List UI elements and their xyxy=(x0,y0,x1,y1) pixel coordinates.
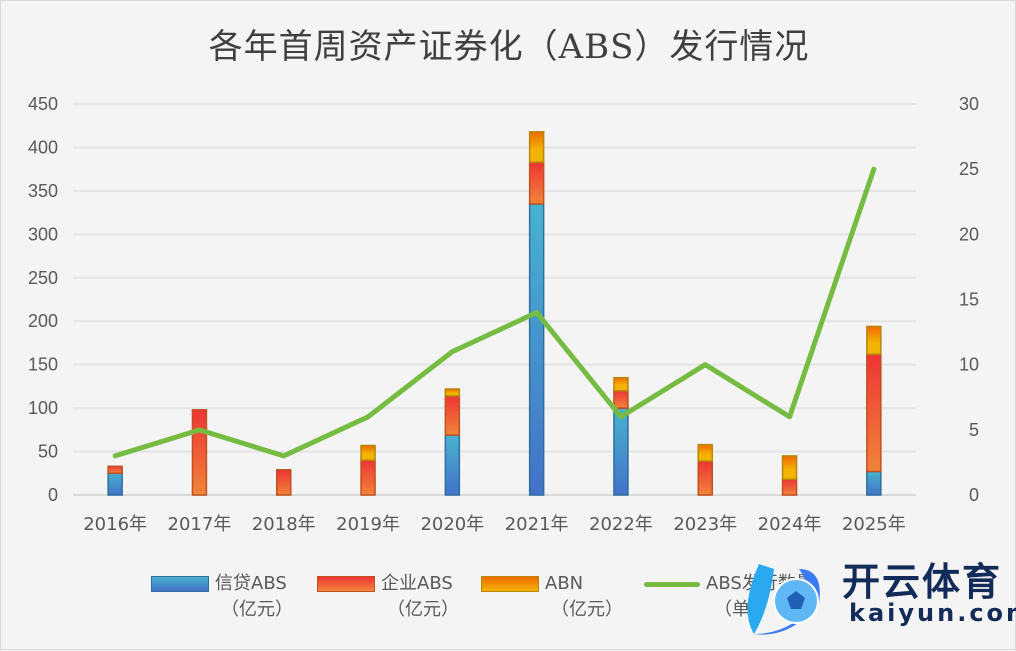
y-tick-label: 100 xyxy=(28,398,58,418)
y-tick-label: 350 xyxy=(28,181,58,201)
legend-swatch xyxy=(317,576,375,592)
x-tick-label: 2017年 xyxy=(168,514,232,535)
line-abs-count xyxy=(115,169,874,456)
x-tick-label: 2020年 xyxy=(420,514,484,535)
bar-企业ABS xyxy=(698,461,712,495)
kaiyun-watermark-logo: 开云体育 kaiyun.com xyxy=(729,549,1009,639)
x-tick-label: 2018年 xyxy=(252,514,316,535)
y-tick-label: 150 xyxy=(28,355,58,375)
bar-ABN xyxy=(614,378,628,391)
bar-ABN xyxy=(445,389,459,396)
bar-企业ABS xyxy=(108,466,122,473)
y-tick-label: 400 xyxy=(28,137,58,157)
y-tick-label: 450 xyxy=(28,94,58,114)
y-tick-label: 0 xyxy=(48,485,58,505)
legend-unit: （亿元） xyxy=(387,599,459,620)
y-tick-label: 300 xyxy=(28,224,58,244)
bar-ABN xyxy=(361,445,375,460)
bar-ABN xyxy=(530,132,544,162)
y2-tick-label: 5 xyxy=(969,420,979,440)
legend-swatch xyxy=(644,582,700,587)
bar-企业ABS xyxy=(783,479,797,495)
legend-unit: （亿元） xyxy=(551,599,623,620)
x-tick-label: 2022年 xyxy=(589,514,653,535)
bar-信贷ABS xyxy=(530,204,544,495)
y2-tick-label: 30 xyxy=(959,94,979,114)
legend-item-credit-abs: 信贷ABS （亿元） xyxy=(151,571,293,623)
kaiyun-k-ball-icon xyxy=(729,549,841,639)
bar-ABN xyxy=(867,326,881,354)
y2-tick-label: 20 xyxy=(959,224,979,244)
y2-tick-label: 0 xyxy=(969,485,979,505)
bar-ABN xyxy=(783,456,797,479)
y2-tick-label: 10 xyxy=(959,355,979,375)
bar-企业ABS xyxy=(192,410,206,495)
bar-企业ABS xyxy=(867,354,881,471)
legend-unit: （亿元） xyxy=(221,599,293,620)
watermark-cn-text: 开云体育 xyxy=(842,551,1002,606)
legend-swatch xyxy=(481,576,539,592)
x-tick-label: 2016年 xyxy=(83,514,147,535)
x-tick-label: 2024年 xyxy=(758,514,822,535)
y-tick-label: 200 xyxy=(28,311,58,331)
y2-tick-label: 15 xyxy=(959,290,979,310)
bar-信贷ABS xyxy=(867,472,881,495)
x-tick-label: 2023年 xyxy=(673,514,737,535)
x-tick-label: 2025年 xyxy=(842,514,906,535)
bar-信贷ABS xyxy=(108,473,122,495)
legend-label: 企业ABS xyxy=(381,573,453,594)
bar-企业ABS xyxy=(277,470,291,495)
legend-item-corp-abs: 企业ABS （亿元） xyxy=(317,571,459,623)
legend-swatch xyxy=(151,576,209,592)
bar-信贷ABS xyxy=(614,408,628,495)
watermark-en-text: kaiyun.com xyxy=(849,599,1016,627)
legend-item-abn: ABN （亿元） xyxy=(481,571,623,623)
x-tick-label: 2019年 xyxy=(336,514,400,535)
legend-label: ABN xyxy=(545,573,583,594)
y2-tick-label: 25 xyxy=(959,159,979,179)
bar-企业ABS xyxy=(361,460,375,495)
bar-企业ABS xyxy=(445,396,459,435)
bar-信贷ABS xyxy=(445,435,459,495)
bar-企业ABS xyxy=(614,391,628,408)
bar-企业ABS xyxy=(530,162,544,204)
bar-ABN xyxy=(698,445,712,462)
y-tick-label: 50 xyxy=(38,442,58,462)
x-tick-label: 2021年 xyxy=(505,514,569,535)
y-tick-label: 250 xyxy=(28,268,58,288)
legend-label: 信贷ABS xyxy=(215,573,287,594)
